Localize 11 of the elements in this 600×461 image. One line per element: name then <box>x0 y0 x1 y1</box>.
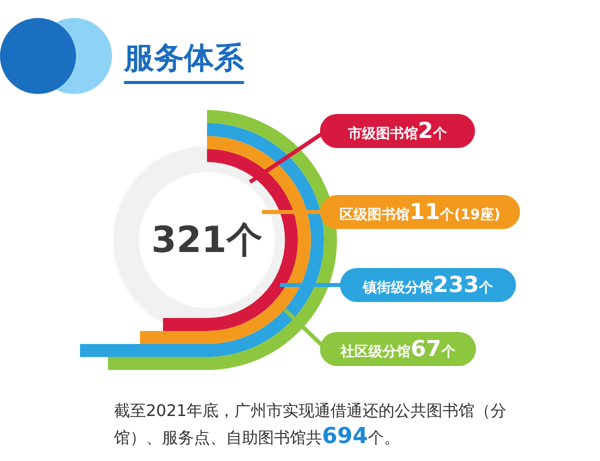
category-label: 市级图书馆 <box>348 126 418 142</box>
text: 截至2021年底，广州市实现通借通还的公共图书馆（分馆）、服务点、自助图书馆共694个。 <box>114 400 508 451</box>
category-label: 镇街级分馆 <box>363 280 434 296</box>
text: 321个 <box>150 219 264 263</box>
category-label: 区级图书馆 <box>340 206 410 222</box>
category-label: 社区级分馆 <box>340 344 411 360</box>
data-label: 233个 <box>433 272 493 298</box>
text: 服务体系 <box>124 38 244 84</box>
data-label: 67个 <box>410 336 456 362</box>
data-label: 11个(19座) <box>410 200 500 224</box>
data-label: 2个 <box>418 118 448 144</box>
